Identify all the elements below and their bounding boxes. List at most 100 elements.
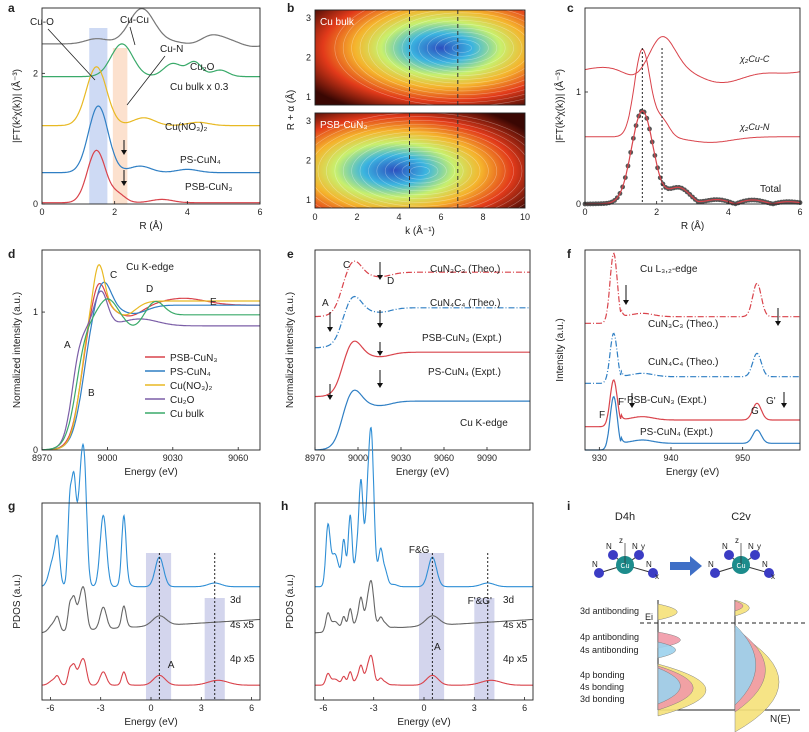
series-2 (585, 379, 800, 428)
x-tick-label: 6 (522, 703, 527, 713)
y-tick-label: 0 (576, 199, 581, 209)
annotation: B (88, 388, 95, 399)
n-atom (750, 550, 760, 560)
x-tick-label: 9000 (348, 453, 368, 463)
series-1 (585, 332, 800, 384)
arrow-head (377, 351, 383, 356)
contour (410, 24, 514, 72)
contour (401, 20, 523, 76)
x-tick-label: -6 (319, 703, 327, 713)
x-tick-label: 6 (438, 212, 443, 222)
series-2 (42, 657, 260, 686)
series-4 (41, 298, 260, 451)
x-axis-label: Energy (eV) (666, 467, 719, 478)
plot-frame (41, 249, 261, 451)
annotation: A (322, 298, 329, 309)
x-tick-label: 3 (472, 703, 477, 713)
contour (384, 12, 540, 84)
x-axis-label: Energy (eV) (396, 467, 449, 478)
series-label: χ₂Cu-N (739, 122, 770, 132)
n-atom (764, 568, 774, 578)
x-tick-label: 9000 (97, 453, 117, 463)
series-0 (41, 442, 260, 588)
x-axis-label: N(E) (770, 714, 791, 725)
annotation: E (210, 297, 217, 308)
x-tick-label: 9060 (434, 453, 454, 463)
contour (418, 27, 506, 69)
series-4 (42, 149, 260, 204)
contour (435, 35, 489, 61)
contour (410, 166, 430, 176)
panel-a: a Cu₂O Cu bulk x 0.3 Cu(NO₃)₂ PS-CuN₄ PSB-CuN… (8, 1, 263, 232)
series-1 (42, 43, 260, 78)
contour (334, 0, 590, 107)
annotation: F (599, 410, 605, 421)
y-axis-label: Normalized intensity (a.u.) (12, 292, 23, 408)
arrow-head (377, 383, 383, 388)
series-3 (42, 290, 260, 451)
series-label: 4p x5 (503, 654, 528, 665)
series-label: CuN₄C₄ (Theo.) (430, 298, 500, 309)
plot-frame (314, 112, 526, 209)
level-label: Ei (645, 612, 653, 622)
panel-e: e CuN₃C₃ (Theo.) CuN₄C₄ (Theo.) PSB-CuN₃ (E… (285, 247, 531, 478)
contour (342, 135, 498, 207)
panel-title: Cu L₃,₂-edge (640, 264, 698, 275)
lobe-4s-bond (657, 667, 681, 705)
contour (309, 120, 531, 222)
x-tick-label: 3 (199, 703, 204, 713)
n-atom (724, 550, 734, 560)
plot-frame (584, 7, 801, 205)
cu-cu-band (112, 48, 128, 204)
contour (393, 158, 447, 184)
subplot-label: Cu bulk (320, 17, 355, 28)
symmetry-label: C2v (731, 511, 751, 523)
level-label: 4p antibonding (580, 632, 639, 642)
arrow-head (781, 403, 787, 408)
x-tick-label: 8970 (305, 453, 325, 463)
panel-c: c χ₂Cu-C χ₂Cu-N Total 0 2 4 6 0 1 R (Å) |FT(k²χ(k))… (553, 1, 803, 232)
heatmap (315, 113, 525, 208)
contour (368, 4, 556, 92)
panel-letter: i (567, 499, 570, 513)
annotation: G (751, 406, 759, 417)
series-label: 3d (230, 595, 241, 606)
arrow-head (377, 275, 383, 280)
legend-label: PS-CuN₄ (170, 367, 211, 378)
arrow-head (121, 181, 127, 186)
x-tick-label: 2 (112, 207, 117, 217)
x-tick-label: 6 (797, 207, 802, 217)
axis-label: y (641, 542, 645, 551)
annotation: A (434, 642, 441, 653)
series-label: PS-CuN₄ (Expt.) (428, 367, 501, 378)
series-2 (314, 340, 530, 398)
x-tick-label: 9030 (391, 453, 411, 463)
annotation: A (168, 660, 175, 671)
energy-band (418, 553, 445, 700)
annotation: G' (766, 396, 776, 407)
y-axis-label: PDOS (a.u.) (12, 574, 23, 628)
y-tick-label: 1 (576, 87, 581, 97)
x-tick-label: 950 (735, 453, 750, 463)
series-label: Cu bulk x 0.3 (170, 82, 229, 93)
annotation: F'&G' (468, 596, 492, 607)
series-1 (315, 579, 533, 634)
series-label: 4s x5 (503, 620, 527, 631)
contour (326, 127, 514, 215)
y-tick-label: 3 (306, 13, 311, 23)
atom-label: N (606, 542, 612, 551)
series-total (585, 110, 801, 205)
arrow-head (377, 323, 383, 328)
contour (359, 0, 565, 96)
series-0 (42, 8, 261, 47)
x-tick-label: 940 (663, 453, 678, 463)
y-tick-label: 0 (33, 445, 38, 455)
panel-letter: b (287, 1, 294, 15)
contour (300, 116, 540, 226)
atom-label: N (762, 560, 768, 569)
energy-band (474, 598, 495, 700)
series-label: PSB-CuN₃ (Expt.) (422, 333, 502, 344)
series-0 (314, 260, 530, 318)
series-label: PS-CuN₄ (Expt.) (640, 427, 713, 438)
